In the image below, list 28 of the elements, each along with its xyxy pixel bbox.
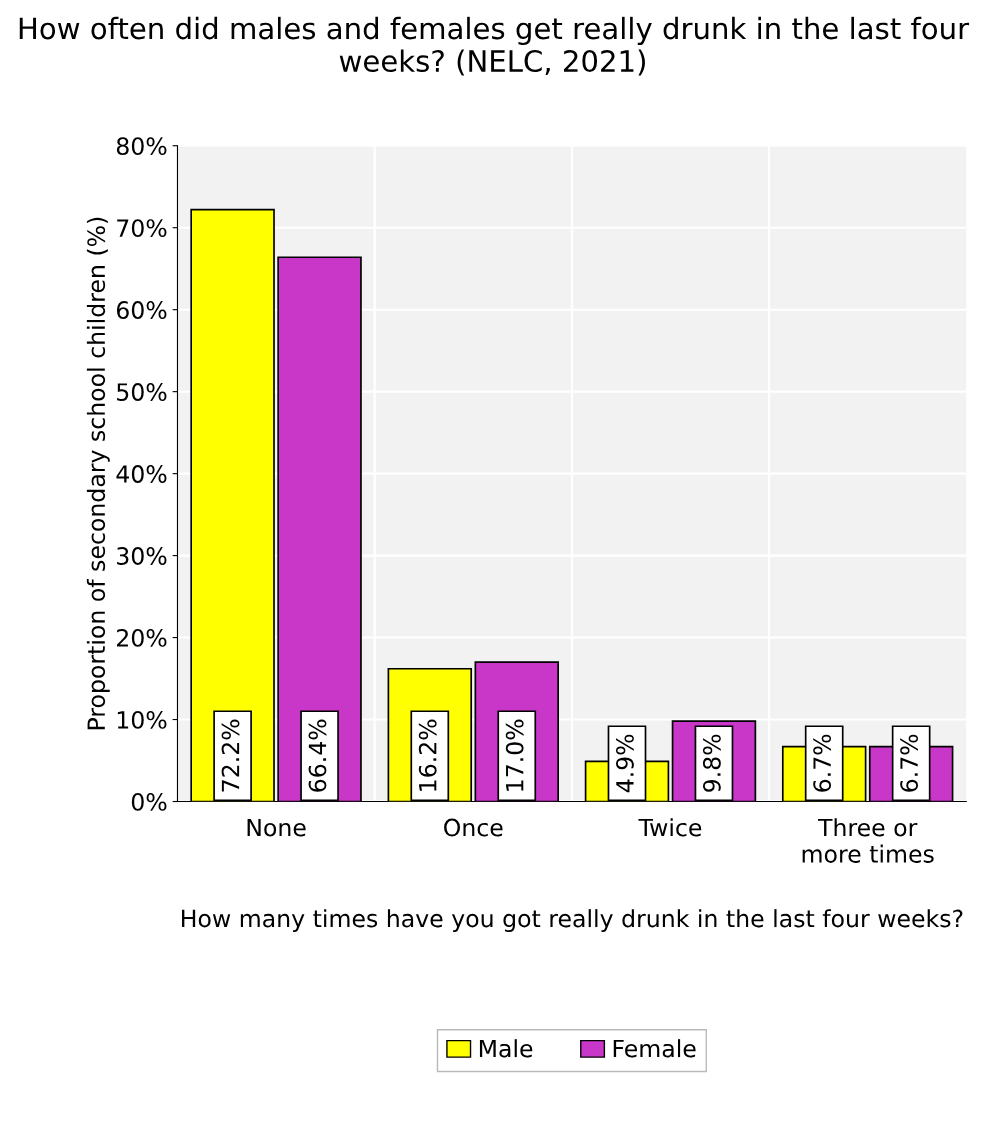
- x-tick-label: Once: [444, 818, 503, 837]
- y-tick-label: 40%: [116, 465, 167, 483]
- x-axis-title: How many times have you got really drunk in the last four weeks?: [182, 909, 963, 932]
- y-tick-label: 60%: [116, 301, 167, 319]
- chart-title: How often did males and females get really drunk in the last four weeks? (NELC, 2021): [19, 16, 970, 76]
- legend-label: Female: [613, 1039, 696, 1058]
- x-tick-label: Three or more times: [802, 818, 934, 863]
- y-tick-label: 70%: [117, 219, 167, 238]
- y-tick-label: 80%: [116, 137, 167, 156]
- y-tick-label: 0%: [131, 792, 167, 811]
- data-label: 16.2%: [418, 719, 437, 791]
- y-tick-label: 10%: [117, 710, 167, 729]
- x-tick-label: None: [247, 818, 306, 837]
- y-tick-label: 30%: [117, 547, 167, 565]
- data-label: 9.8%: [702, 734, 721, 792]
- data-label: 66.4%: [308, 719, 327, 792]
- y-tick-label: 50%: [117, 383, 167, 401]
- data-label: 72.2%: [221, 719, 240, 792]
- bar: [277, 256, 362, 802]
- data-label: 17.0%: [505, 719, 524, 791]
- data-label: 6.7%: [900, 734, 919, 792]
- bar: [190, 208, 275, 802]
- y-axis-title: Proportion of secondary school children (%): [86, 217, 110, 730]
- data-label: 6.7%: [813, 734, 832, 792]
- legend-label: Male: [479, 1039, 533, 1058]
- x-tick-label: Twice: [638, 818, 702, 837]
- data-label: 4.9%: [615, 734, 634, 793]
- y-tick-label: 20%: [117, 629, 167, 647]
